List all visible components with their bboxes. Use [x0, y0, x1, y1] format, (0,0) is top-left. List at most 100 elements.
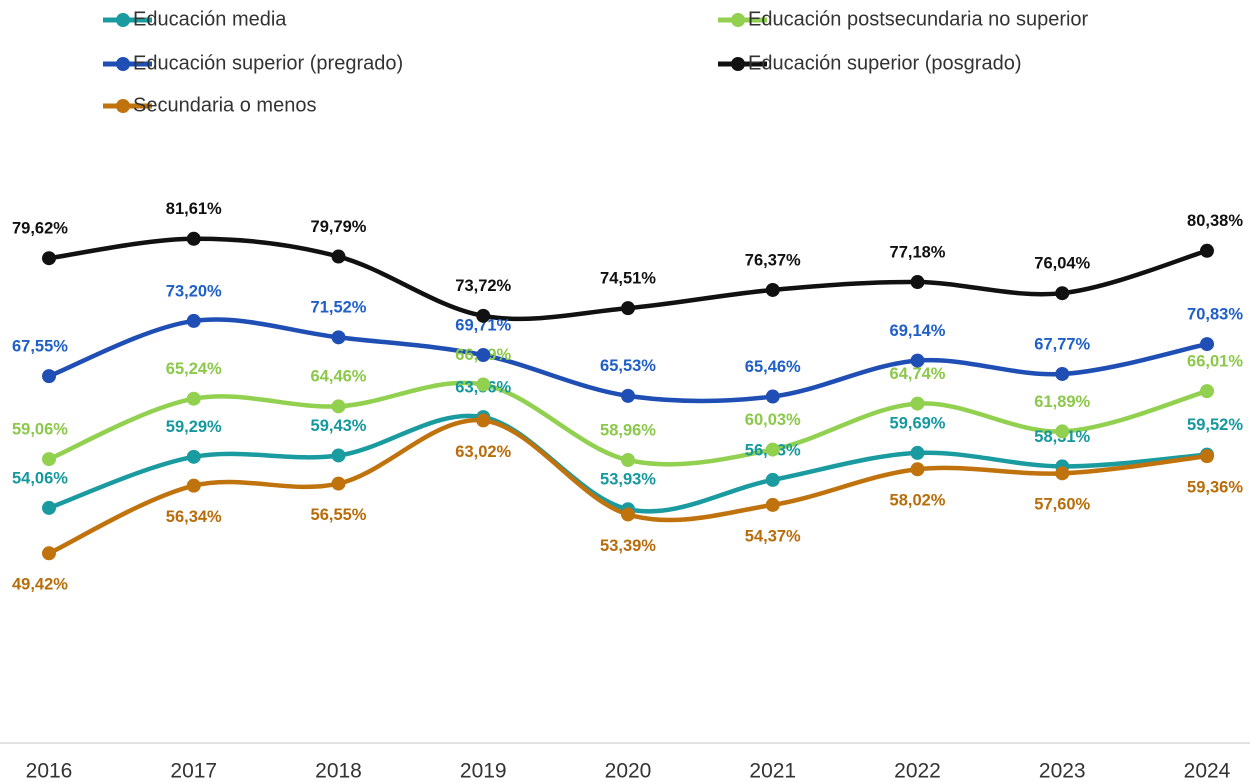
data-point — [910, 445, 925, 460]
legend-marker — [116, 57, 130, 71]
legend-label: Educación media — [133, 8, 287, 30]
data-point — [1200, 384, 1214, 399]
x-tick-label: 2022 — [894, 760, 941, 782]
data-point — [42, 500, 56, 515]
data-label: 63,02% — [455, 443, 511, 461]
data-point — [910, 275, 925, 290]
data-point — [765, 442, 780, 457]
data-point — [476, 413, 491, 428]
x-tick-label: 2019 — [460, 760, 507, 782]
x-tick-label: 2020 — [605, 760, 652, 782]
data-label: 74,51% — [600, 269, 656, 287]
data-point — [765, 389, 780, 404]
data-label: 67,77% — [1034, 335, 1090, 353]
x-tick-label: 2016 — [26, 760, 73, 782]
legend-label: Educación postsecundaria no superior — [748, 8, 1089, 30]
data-label: 70,83% — [1187, 305, 1243, 323]
x-tick-label: 2017 — [170, 760, 217, 782]
data-point — [42, 546, 56, 561]
data-label: 71,52% — [311, 299, 367, 317]
data-label: 57,60% — [1034, 496, 1090, 514]
data-label: 61,89% — [1034, 393, 1090, 411]
data-point — [42, 251, 56, 266]
data-point — [1200, 337, 1214, 352]
data-label: 69,71% — [455, 316, 511, 334]
data-label: 59,69% — [890, 414, 946, 432]
x-tick-label: 2024 — [1184, 760, 1231, 782]
legend-marker — [116, 13, 130, 27]
data-point — [1055, 424, 1070, 439]
data-point — [765, 497, 780, 512]
data-label: 59,29% — [166, 418, 222, 436]
data-point — [621, 388, 635, 403]
data-point — [186, 231, 201, 246]
data-point — [331, 330, 346, 345]
data-point — [910, 462, 925, 477]
data-point — [186, 449, 201, 464]
data-label: 59,52% — [1187, 416, 1243, 434]
data-label: 53,93% — [600, 471, 656, 489]
data-point — [186, 478, 201, 493]
data-point — [476, 348, 491, 363]
data-label: 79,62% — [12, 220, 68, 238]
data-label: 59,36% — [1187, 479, 1243, 497]
data-label: 73,20% — [166, 282, 222, 300]
data-label: 65,46% — [745, 358, 801, 376]
data-point — [186, 391, 201, 406]
data-label: 73,72% — [455, 277, 511, 295]
data-point — [331, 448, 346, 463]
data-label: 54,37% — [745, 527, 801, 545]
data-label: 79,79% — [311, 218, 367, 236]
data-point — [331, 249, 346, 264]
data-point — [621, 453, 635, 468]
data-label: 56,34% — [166, 508, 222, 526]
data-label: 76,04% — [1034, 255, 1090, 273]
data-point — [621, 301, 635, 316]
data-point — [910, 353, 925, 368]
legend-label: Educación superior (pregrado) — [133, 52, 403, 74]
data-label: 76,37% — [745, 251, 801, 269]
data-label: 56,55% — [311, 506, 367, 524]
data-point — [1055, 286, 1070, 301]
x-tick-label: 2021 — [749, 760, 796, 782]
data-label: 66,01% — [1187, 353, 1243, 371]
data-point — [1055, 366, 1070, 381]
data-point — [765, 472, 780, 487]
x-tick-label: 2018 — [315, 760, 362, 782]
data-label: 81,61% — [166, 200, 222, 218]
legend-marker — [116, 99, 130, 113]
data-label: 58,02% — [890, 492, 946, 510]
data-point — [331, 476, 346, 491]
data-label: 77,18% — [890, 243, 946, 261]
data-point — [765, 282, 780, 297]
legend-marker — [731, 13, 745, 27]
data-label: 69,14% — [890, 322, 946, 340]
data-point — [186, 313, 201, 328]
data-point — [910, 396, 925, 411]
legend-marker — [731, 57, 745, 71]
data-label: 58,96% — [600, 421, 656, 439]
data-label: 59,06% — [12, 420, 68, 438]
data-point — [621, 507, 635, 522]
data-point — [1200, 449, 1214, 464]
data-label: 65,24% — [166, 360, 222, 378]
data-label: 64,74% — [890, 365, 946, 383]
data-label: 64,46% — [311, 368, 367, 386]
data-label: 59,43% — [311, 417, 367, 435]
data-label: 65,53% — [600, 357, 656, 375]
data-point — [1200, 243, 1214, 258]
x-tick-label: 2023 — [1039, 760, 1086, 782]
data-label: 49,42% — [12, 576, 68, 594]
data-point — [42, 452, 56, 467]
data-point — [476, 377, 491, 392]
data-label: 53,39% — [600, 537, 656, 555]
data-label: 67,55% — [12, 337, 68, 355]
data-point — [476, 308, 491, 323]
legend-label: Educación superior (posgrado) — [748, 52, 1022, 74]
data-point — [331, 399, 346, 414]
data-label: 80,38% — [1187, 212, 1243, 230]
data-point — [1055, 466, 1070, 481]
legend-label: Secundaria o menos — [133, 94, 316, 116]
data-point — [42, 369, 56, 384]
